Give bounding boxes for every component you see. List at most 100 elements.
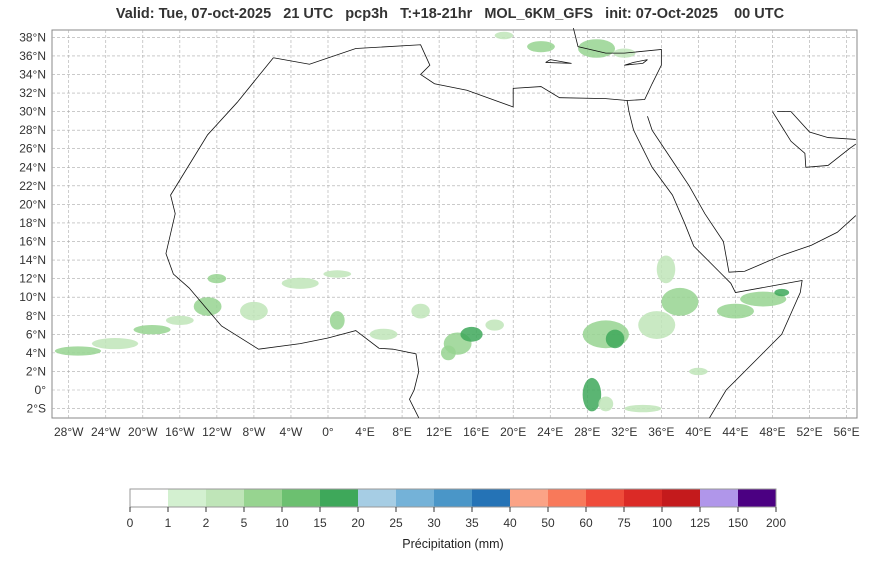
colorbar-tick-label: 50	[541, 516, 555, 530]
precip-area	[689, 367, 708, 376]
coastline	[165, 57, 420, 419]
precip-area	[329, 311, 345, 330]
precip-area	[661, 287, 699, 316]
precip-area	[716, 303, 754, 319]
coastline	[273, 27, 662, 108]
lat-label: 24°N	[19, 160, 46, 174]
colorbar-tick-label: 35	[465, 516, 479, 530]
lon-label: 12°W	[202, 425, 232, 439]
coastline	[545, 59, 572, 64]
coastline	[624, 59, 648, 66]
colorbar-tick-label: 25	[389, 516, 403, 530]
precip-area	[281, 277, 319, 289]
colorbar: 0 1 2 5 10 15 20 25 30 35 40 50 60 75 100 125 150 200	[127, 488, 786, 530]
colorbar-tick-label: 20	[351, 516, 365, 530]
precip-area	[54, 346, 102, 356]
lat-label: 28°N	[19, 123, 46, 137]
colorbar-segment	[130, 489, 168, 507]
coastline	[626, 100, 803, 419]
colorbar-segment	[434, 489, 472, 507]
colorbar-segment	[548, 489, 586, 507]
lat-label: 14°N	[19, 253, 46, 267]
colorbar-tick-label: 200	[766, 516, 786, 530]
lat-label: 20°N	[19, 197, 46, 211]
lat-label: 38°N	[19, 30, 46, 44]
lon-label: 28°E	[574, 425, 600, 439]
lon-label: 48°E	[759, 425, 785, 439]
precipitation-field	[54, 31, 790, 413]
lat-label: 32°N	[19, 86, 46, 100]
colorbar-segment	[624, 489, 662, 507]
lon-label: 36°E	[648, 425, 674, 439]
precip-area	[605, 329, 625, 349]
lat-label: 10°N	[19, 290, 46, 304]
longitude-labels: 28°W 24°W 20°W 16°W 12°W 8°W 4°W 0° 4°E 8°E 12°E 16…	[54, 425, 860, 439]
colorbar-segment	[738, 489, 776, 507]
lat-label: 4°N	[26, 346, 46, 360]
precip-area	[598, 396, 614, 412]
lon-label: 56°E	[833, 425, 859, 439]
lat-label: 8°N	[26, 309, 46, 323]
precip-area	[656, 255, 676, 284]
lat-label: 2°N	[26, 364, 46, 378]
lon-label: 8°W	[243, 425, 266, 439]
lat-label: 30°N	[19, 105, 46, 119]
colorbar-tick-label: 40	[503, 516, 517, 530]
colorbar-tick-label: 0	[127, 516, 134, 530]
lon-label: 20°E	[500, 425, 526, 439]
coastline	[647, 116, 857, 273]
lon-label: 4°W	[280, 425, 303, 439]
colorbar-segment	[244, 489, 282, 507]
precip-area	[774, 288, 790, 297]
colorbar-tick-label: 75	[617, 516, 631, 530]
lon-label: 16°E	[463, 425, 489, 439]
precip-area	[440, 345, 456, 361]
lon-label: 24°W	[91, 425, 121, 439]
coastlines	[165, 27, 857, 419]
precip-area	[485, 319, 504, 331]
precip-area	[494, 31, 514, 40]
precip-area	[207, 274, 227, 284]
precip-area	[638, 311, 676, 339]
colorbar-tick-label: 1	[165, 516, 172, 530]
latitude-labels: 38°N 36°N 34°N 32°N 30°N 28°N 26°N 24°N 22°N 20°N…	[19, 30, 46, 415]
lon-label: 32°E	[611, 425, 637, 439]
precip-area	[369, 328, 398, 340]
coastline	[772, 111, 857, 168]
precip-area	[165, 315, 194, 326]
colorbar-tick-label: 150	[728, 516, 748, 530]
precip-area	[91, 338, 139, 350]
precip-area	[133, 325, 171, 335]
lat-label: 16°N	[19, 235, 46, 249]
lon-label: 52°E	[796, 425, 822, 439]
lat-label: 22°N	[19, 179, 46, 193]
colorbar-tick-label: 125	[690, 516, 710, 530]
precip-area	[240, 301, 268, 321]
colorbar-segment	[510, 489, 548, 507]
lat-label: 6°N	[26, 327, 46, 341]
colorbar-segment	[700, 489, 738, 507]
precip-area	[323, 270, 352, 278]
lon-label: 8°E	[392, 425, 411, 439]
precip-area	[460, 326, 483, 342]
colorbar-tick-label: 100	[652, 516, 672, 530]
map-title: Valid: Tue, 07-oct-2025 21 UTC pcp3h T:+…	[115, 6, 785, 22]
lon-label: 12°E	[426, 425, 452, 439]
colorbar-tick-label: 5	[241, 516, 248, 530]
colorbar-segment	[586, 489, 624, 507]
lon-label: 24°E	[537, 425, 563, 439]
lat-label: 36°N	[19, 49, 46, 63]
precip-area	[624, 404, 662, 413]
colorbar-tick-label: 30	[427, 516, 441, 530]
lon-label: 44°E	[722, 425, 748, 439]
precip-area	[578, 39, 616, 58]
colorbar-tick-label: 2	[203, 516, 210, 530]
lon-label: 4°E	[355, 425, 374, 439]
precip-area	[411, 303, 430, 319]
lon-label: 0°	[322, 425, 334, 439]
lon-label: 28°W	[54, 425, 84, 439]
lat-label: 2°S	[27, 402, 46, 416]
precip-area	[527, 41, 555, 53]
lat-label: 12°N	[19, 272, 46, 286]
